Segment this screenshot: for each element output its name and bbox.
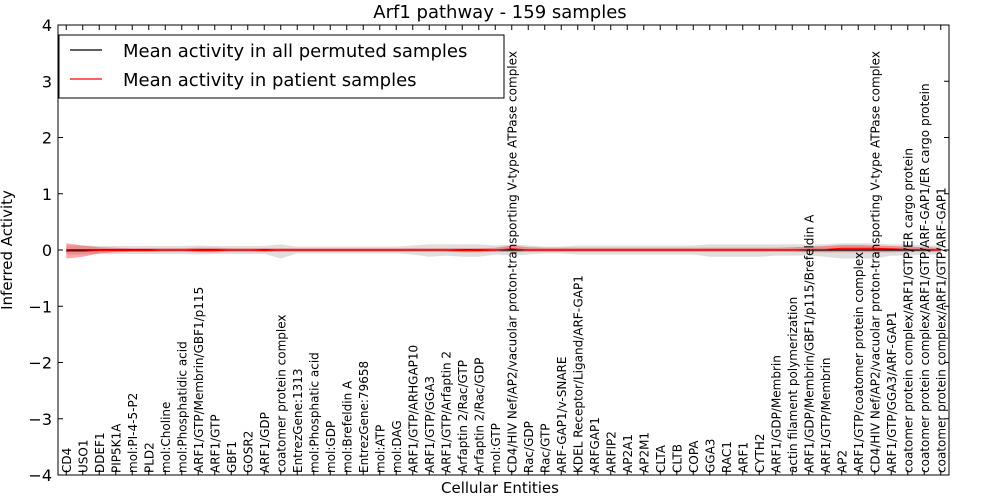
x-tick-label: ARF1/GDP [258, 412, 272, 473]
x-tick-label: AP2A1 [621, 434, 635, 473]
x-tick-label: CYTH2 [753, 434, 767, 474]
x-tick-label: CD4 [60, 448, 74, 473]
x-tick-label: mol:GTP [489, 423, 503, 473]
x-tick-label: KDEL Receptor/Ligand/ARF-GAP1 [571, 275, 585, 473]
x-tick-label: ARFIP2 [604, 431, 618, 473]
x-tick-label: ARF1/GTP/coatomer protein complex [852, 252, 866, 473]
y-tick-label: −4 [28, 466, 52, 485]
y-tick-label: −1 [28, 297, 52, 316]
y-axis-label: Inferred Activity [0, 190, 16, 310]
y-tick-label: 3 [42, 72, 52, 91]
legend-label-permuted: Mean activity in all permuted samples [123, 41, 467, 62]
series-lines [66, 247, 941, 252]
x-axis: CD4 USO1 DDEF1 PIP5K1A mol:PI-4-5-P2 PLD2 mol:… [60, 25, 948, 475]
x-tick-label: CD4/HIV Nef/AP2/vacuolar proton-transpor… [868, 51, 882, 473]
x-tick-label: CLTB [670, 444, 684, 473]
x-tick-label: ARF1/GTP/Arfaptin 2 [439, 351, 453, 473]
y-tick-label: 0 [42, 241, 52, 260]
x-tick-label: coatomer protein complex/ARF1/GTP/ER car… [901, 148, 915, 473]
x-tick-label: USO1 [76, 440, 90, 473]
x-tick-label: PIP5K1A [109, 423, 123, 473]
line-series-1 [66, 247, 941, 252]
x-tick-label: mol:ATP [373, 425, 387, 473]
x-tick-label: EntrezGene:1313 [291, 369, 305, 474]
legend: Mean activity in all permuted samples Me… [58, 34, 505, 99]
y-tick-label: −2 [28, 354, 52, 373]
x-tick-label: mol:Brefeldin A [340, 380, 354, 473]
x-tick-label: GOSR2 [241, 431, 255, 473]
confidence-bands [66, 243, 941, 259]
x-tick-label: mol:GDP [324, 421, 338, 473]
x-tick-label: Rac/GDP [522, 421, 536, 473]
x-tick-label: AP2M1 [637, 432, 651, 473]
x-tick-label: ARF-GAP1/v-SNARE [555, 357, 569, 473]
x-tick-label: ARF1/GTP/ARHGAP10 [406, 345, 420, 473]
x-tick-label: ARF1/GDP/Membrin [769, 355, 783, 473]
y-tick-label: 4 [42, 16, 52, 35]
x-tick-label: ARF1/GTP/GGA3/ARF-GAP1 [885, 311, 899, 473]
x-tick-label: actin filament polymerization [786, 297, 800, 473]
x-tick-label: coatomer protein complex/ARF1/GTP/ARF-GA… [934, 187, 948, 473]
x-tick-label: Arfaptin 2/Rac/GTP [456, 360, 470, 473]
x-tick-label: mol:Choline [159, 402, 173, 473]
x-tick-label: coatomer protein complex [274, 315, 288, 473]
x-tick-label: CD4/HIV Nef/AP2/vacuolar proton-transpor… [505, 51, 519, 473]
x-tick-label: ARF1 [736, 442, 750, 473]
x-tick-label: ARF1/GDP/Membrin/GBF1/p115/Brefeldin A [802, 214, 816, 473]
x-tick-label: EntrezGene:79658 [357, 361, 371, 473]
x-tick-label: ARF1/GTP [208, 414, 222, 473]
x-tick-label: RAC1 [720, 441, 734, 473]
x-tick-label: ARF1/GTP/Membrin [819, 357, 833, 473]
x-tick-label: Rac/GTP [538, 423, 552, 473]
x-tick-label: mol:DAG [390, 420, 404, 473]
x-tick-label: ARF1/GTP/GGA3 [423, 376, 437, 473]
x-tick-label: mol:PI-4-5-P2 [126, 393, 140, 473]
legend-label-patient: Mean activity in patient samples [123, 70, 417, 91]
band-series-1 [66, 243, 941, 259]
x-tick-label: coatomer protein complex/ARF1/GTP/ARF-GA… [918, 83, 932, 473]
y-tick-label: 1 [42, 185, 52, 204]
x-axis-label: Cellular Entities [441, 479, 559, 497]
x-tick-label: COPA [687, 440, 701, 473]
y-tick-label: 2 [42, 129, 52, 148]
x-tick-label: AP2 [835, 450, 849, 473]
y-axis: −4 −3 −2 −1 0 1 2 3 4 [28, 16, 949, 485]
x-tick-label: mol:Phosphatic acid [307, 352, 321, 473]
x-tick-label: mol:Phosphatidic acid [175, 341, 189, 473]
x-tick-label: PLD2 [142, 442, 156, 473]
x-tick-label: CLTA [654, 444, 668, 473]
legend-box [58, 34, 505, 99]
y-tick-label: −3 [28, 410, 52, 429]
x-tick-label: ARFGAP1 [588, 417, 602, 473]
chart-title: Arf1 pathway - 159 samples [373, 2, 626, 23]
x-tick-label: GBF1 [225, 441, 239, 473]
x-tick-label: GGA3 [703, 439, 717, 473]
x-tick-label: DDEF1 [93, 432, 107, 473]
x-tick-label: ARF1/GTP/Membrin/GBF1/p115 [192, 287, 206, 473]
band-series-0 [66, 243, 941, 259]
x-tick-label: Arfaptin 2/Rac/GDP [472, 358, 486, 473]
